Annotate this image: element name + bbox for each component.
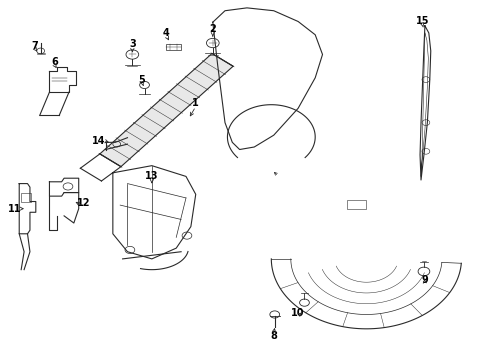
Text: 8: 8 [270, 331, 277, 341]
Text: 13: 13 [145, 171, 158, 181]
Text: 14: 14 [91, 136, 105, 145]
Text: 10: 10 [291, 308, 304, 318]
Bar [166, 44, 181, 50]
Text: 3: 3 [129, 39, 136, 49]
Text: 7: 7 [31, 41, 38, 50]
Text: 2: 2 [209, 24, 216, 35]
Text: 5: 5 [139, 75, 145, 85]
Text: 6: 6 [51, 57, 58, 67]
Polygon shape [100, 54, 233, 167]
Text: 4: 4 [163, 28, 169, 38]
Bar [346, 200, 366, 209]
Text: 1: 1 [192, 98, 199, 108]
Text: 11: 11 [8, 204, 21, 214]
Bar [21, 193, 31, 202]
Text: 12: 12 [77, 198, 90, 208]
Text: 15: 15 [415, 17, 428, 27]
Text: 9: 9 [421, 275, 427, 285]
